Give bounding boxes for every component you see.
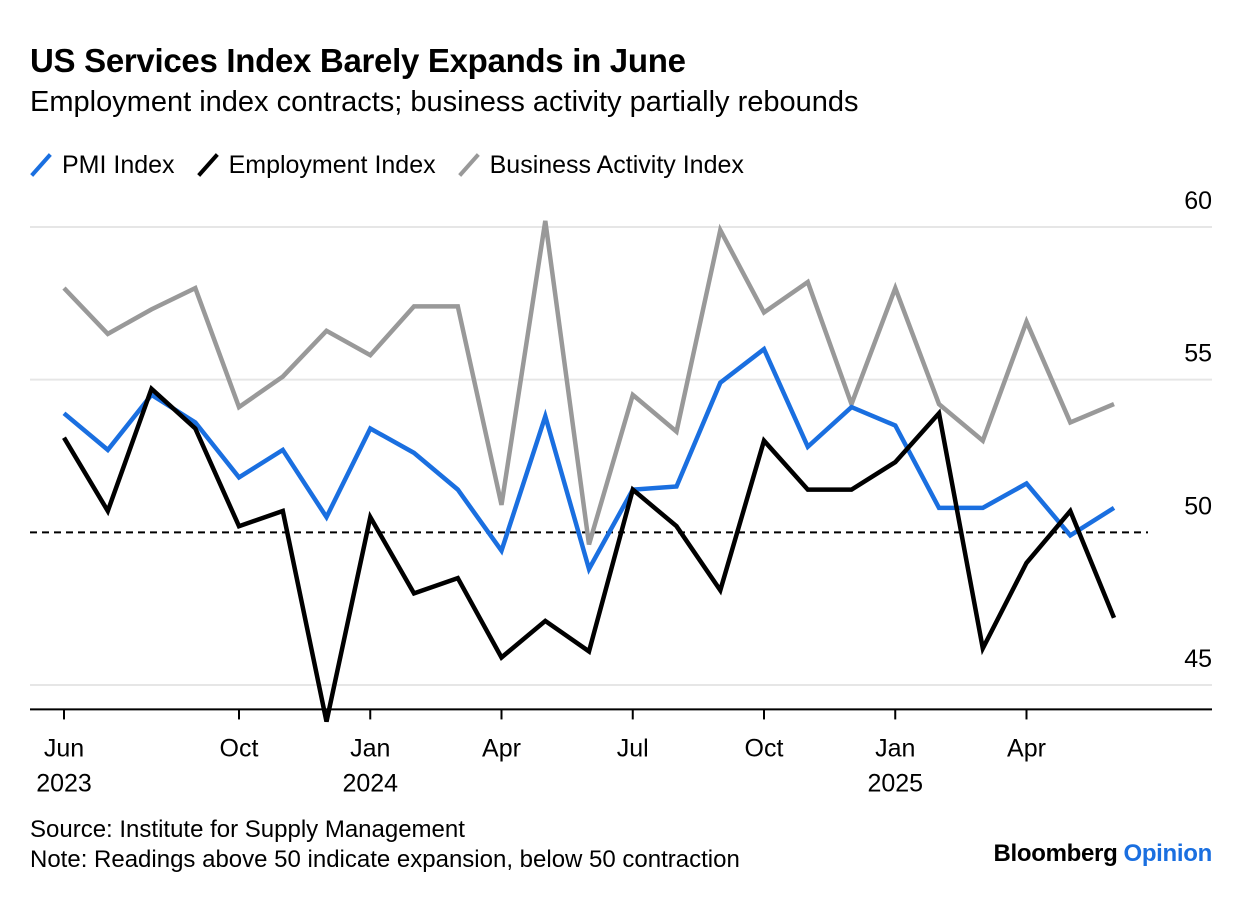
legend-swatch-employment (196, 153, 219, 177)
series-line-employment-index (62, 384, 1117, 723)
legend-item-pmi: PMI Index (30, 151, 175, 180)
x-tick-year-0: 2023 (36, 769, 92, 797)
legend-swatch-pmi (30, 153, 52, 177)
legend-item-business-activity: Business Activity Index (457, 150, 744, 180)
series-line-pmi-index (62, 345, 1116, 575)
legend: PMI Index Employment Index Business Acti… (30, 148, 766, 182)
x-tick-label-0: Jun (44, 734, 84, 762)
legend-item-employment: Employment Index (196, 150, 436, 180)
y-tick-label-50: 50 (1184, 492, 1212, 520)
x-tick-label-6: Jan (875, 734, 915, 762)
x-tick-label-3: Apr (482, 734, 521, 762)
brand-suffix: Opinion (1123, 840, 1212, 867)
legend-label-pmi: PMI Index (62, 150, 175, 179)
brand-logo: Bloomberg Opinion (993, 840, 1212, 868)
x-tick-label-4: Jul (617, 734, 649, 762)
series-line-business-activity-index (62, 220, 1115, 546)
source-text: Source: Institute for Supply Management (30, 816, 465, 843)
x-tick-year-2: 2024 (342, 769, 398, 797)
legend-label-employment: Employment Index (228, 150, 436, 179)
legend-label-business-activity: Business Activity Index (489, 150, 744, 179)
y-tick-label-60: 60 (1184, 187, 1212, 215)
chart-title: US Services Index Barely Expands in June (30, 42, 686, 79)
legend-swatch-business-activity (457, 153, 480, 177)
note-text: Note: Readings above 50 indicate expansi… (30, 846, 740, 873)
x-tick-label-7: Apr (1007, 734, 1046, 762)
x-tick-year-6: 2025 (867, 769, 923, 797)
y-tick-label-55: 55 (1184, 340, 1212, 368)
x-tick-label-1: Oct (220, 734, 259, 762)
brand-name: Bloomberg (993, 840, 1118, 867)
chart-subtitle: Employment index contracts; business act… (30, 86, 859, 118)
x-tick-label-2: Jan (350, 734, 390, 762)
footer-notes: Source: Institute for Supply Management … (30, 815, 740, 875)
y-tick-label-45: 45 (1184, 645, 1212, 673)
x-tick-label-5: Oct (745, 734, 784, 762)
